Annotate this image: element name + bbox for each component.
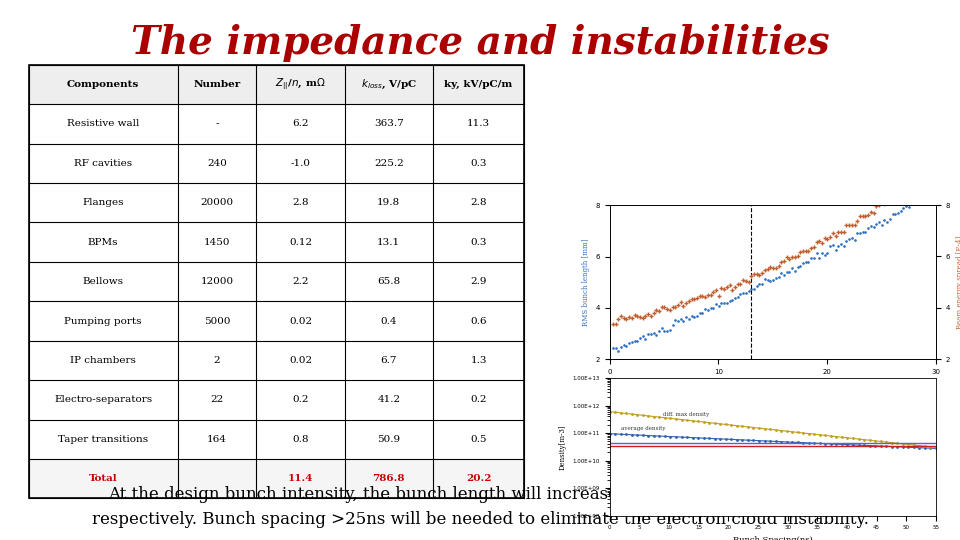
Text: RF cavities: RF cavities [74, 159, 132, 168]
Text: 0.8: 0.8 [292, 435, 309, 444]
Text: 2.9: 2.9 [470, 277, 487, 286]
Text: 2.2: 2.2 [292, 277, 309, 286]
Text: $k_{loss}$, V/pC: $k_{loss}$, V/pC [361, 78, 417, 91]
Text: 20000: 20000 [201, 198, 233, 207]
Text: average density: average density [621, 426, 666, 431]
Text: 11.4: 11.4 [288, 474, 313, 483]
Text: 0.02: 0.02 [289, 316, 312, 326]
Text: 0.5: 0.5 [470, 435, 487, 444]
Text: 0.02: 0.02 [289, 356, 312, 365]
Text: ky, kV/pC/m: ky, kV/pC/m [444, 80, 513, 89]
Text: 13.1: 13.1 [377, 238, 400, 247]
Text: 5000: 5000 [204, 316, 230, 326]
Text: 12000: 12000 [201, 277, 233, 286]
Text: 0.6: 0.6 [470, 316, 487, 326]
Text: 2.8: 2.8 [292, 198, 309, 207]
Y-axis label: Beam energy spread [E-4]: Beam energy spread [E-4] [956, 235, 960, 329]
Text: BPMs: BPMs [88, 238, 118, 247]
Text: 0.3: 0.3 [470, 238, 487, 247]
Text: 0.2: 0.2 [470, 395, 487, 404]
Text: 50.9: 50.9 [377, 435, 400, 444]
Text: 1.3: 1.3 [470, 356, 487, 365]
Text: $Z_{||}$/$n$, m$\Omega$: $Z_{||}$/$n$, m$\Omega$ [276, 77, 325, 92]
Y-axis label: Density[m-3]: Density[m-3] [559, 424, 567, 470]
Y-axis label: RMS bunch length [mm]: RMS bunch length [mm] [582, 238, 589, 326]
Text: 6.2: 6.2 [292, 119, 309, 129]
Text: -: - [215, 119, 219, 129]
Text: 164: 164 [207, 435, 227, 444]
Bar [29, 183, 524, 222]
Text: At the design bunch intensity, the bunch length will increase 22% and 113% for H: At the design bunch intensity, the bunch… [108, 485, 852, 503]
Bar [29, 144, 524, 183]
Text: respectively. Bunch spacing >25ns will be needed to eliminate the electron cloud: respectively. Bunch spacing >25ns will b… [91, 511, 869, 528]
Bar [29, 420, 524, 459]
Text: 22: 22 [210, 395, 224, 404]
X-axis label: Bunch Spacing(ns): Bunch Spacing(ns) [732, 536, 813, 540]
Text: Taper transitions: Taper transitions [59, 435, 148, 444]
Bar [29, 459, 524, 498]
Bar [29, 222, 524, 262]
Text: 2: 2 [214, 356, 220, 365]
Text: The impedance and instabilities: The impedance and instabilities [131, 24, 829, 62]
Text: 363.7: 363.7 [374, 119, 403, 129]
X-axis label: Bunch charge [nC]: Bunch charge [nC] [733, 380, 812, 388]
Text: 0.4: 0.4 [380, 316, 397, 326]
Text: 0.2: 0.2 [292, 395, 309, 404]
Text: -1.0: -1.0 [291, 159, 310, 168]
Text: 0.12: 0.12 [289, 238, 312, 247]
Text: Components: Components [67, 80, 139, 89]
Text: Resistive wall: Resistive wall [67, 119, 139, 129]
Text: 0.3: 0.3 [470, 159, 487, 168]
Text: diff. max density: diff. max density [663, 413, 709, 417]
Bar [29, 104, 524, 144]
Text: Flanges: Flanges [83, 198, 124, 207]
Text: 6.7: 6.7 [380, 356, 397, 365]
Bar [29, 380, 524, 420]
Text: 240: 240 [207, 159, 227, 168]
Text: Electro-separators: Electro-separators [54, 395, 153, 404]
Bar [29, 262, 524, 301]
Bar [29, 301, 524, 341]
Text: Number: Number [193, 80, 241, 89]
Bar [29, 65, 524, 498]
Bar [29, 65, 524, 104]
Text: Total: Total [89, 474, 117, 483]
Text: 19.8: 19.8 [377, 198, 400, 207]
Text: 65.8: 65.8 [377, 277, 400, 286]
Text: 2.8: 2.8 [470, 198, 487, 207]
Text: IP chambers: IP chambers [70, 356, 136, 365]
Text: 11.3: 11.3 [467, 119, 491, 129]
Bar [29, 341, 524, 380]
Text: 20.2: 20.2 [466, 474, 492, 483]
Text: 41.2: 41.2 [377, 395, 400, 404]
Text: 786.8: 786.8 [372, 474, 405, 483]
Text: Pumping ports: Pumping ports [64, 316, 142, 326]
Text: Bellows: Bellows [83, 277, 124, 286]
Text: 1450: 1450 [204, 238, 230, 247]
Text: 225.2: 225.2 [374, 159, 403, 168]
